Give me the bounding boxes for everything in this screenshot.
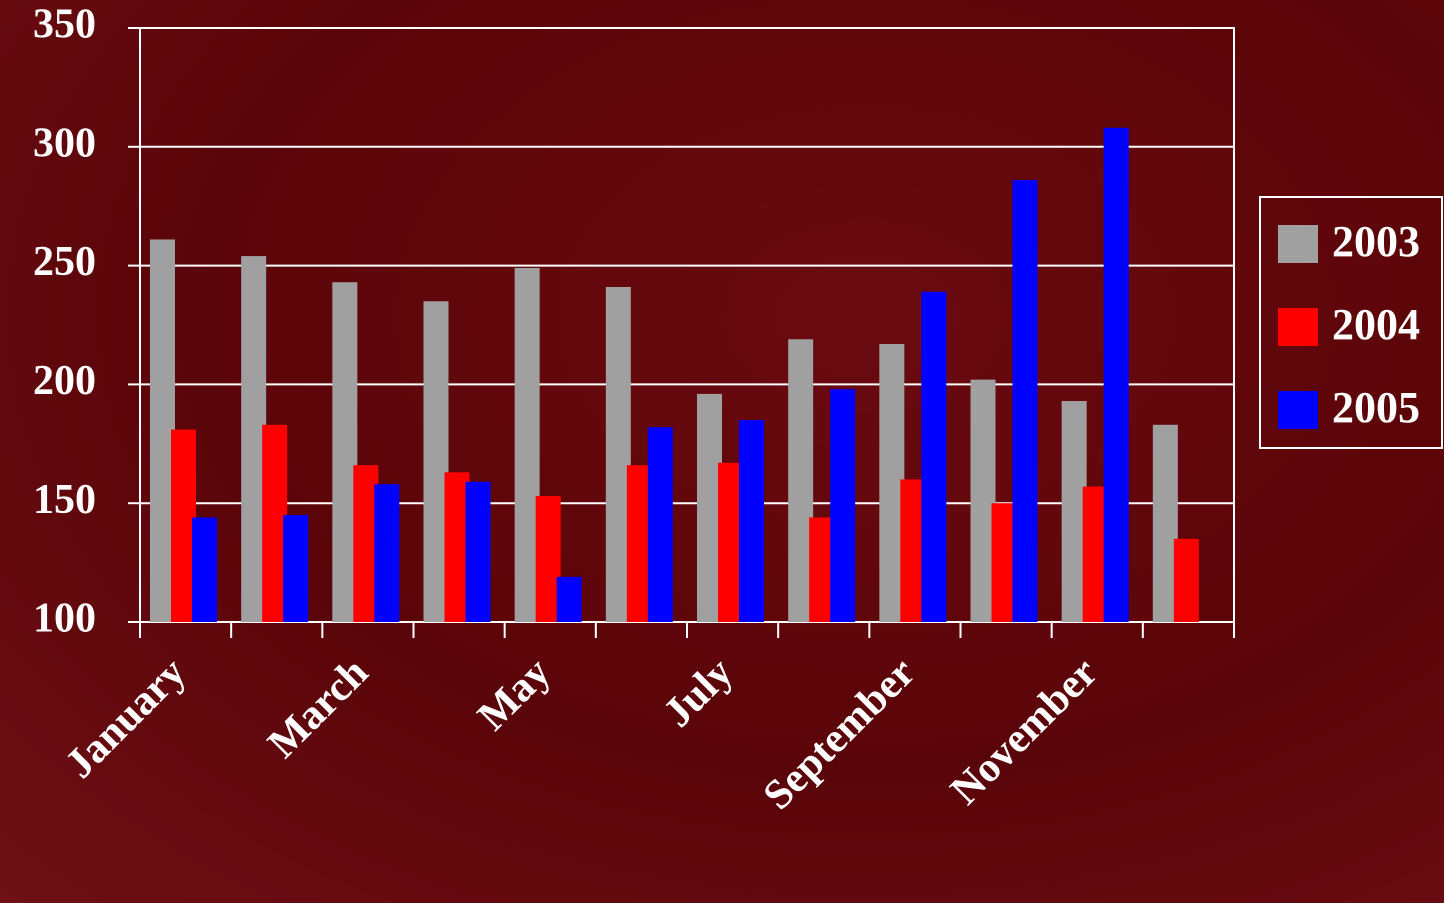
legend-label: 2003	[1332, 217, 1420, 266]
x-tick-label: November	[942, 649, 1106, 813]
x-tick-label: March	[259, 649, 377, 767]
y-tick-label: 100	[33, 596, 96, 642]
bar	[465, 481, 491, 622]
y-tick-label: 300	[33, 120, 96, 166]
y-tick-label: 350	[33, 2, 96, 48]
bar	[900, 479, 926, 622]
bar	[374, 484, 400, 622]
bar	[1103, 127, 1129, 623]
legend-box	[1259, 196, 1443, 449]
legend-swatch	[1278, 225, 1318, 263]
legend-swatch	[1278, 308, 1318, 346]
y-tick-label: 200	[33, 358, 96, 404]
bar	[332, 282, 358, 622]
bar	[1173, 538, 1199, 622]
bar	[970, 379, 996, 622]
bar	[697, 393, 722, 622]
bar	[514, 267, 540, 622]
bar	[718, 462, 743, 622]
bar	[830, 389, 856, 622]
bar	[262, 424, 288, 622]
y-tick-label: 250	[33, 239, 96, 285]
bar	[1082, 486, 1108, 622]
bar	[283, 515, 309, 622]
legend-label: 2005	[1332, 383, 1420, 432]
bar	[921, 291, 947, 622]
bar	[1012, 180, 1038, 622]
bar	[423, 301, 449, 622]
bar	[788, 339, 814, 622]
legend-swatch	[1278, 391, 1318, 429]
x-tick-label: July	[655, 649, 742, 736]
bar	[626, 465, 652, 622]
bar	[809, 517, 835, 622]
x-tick-label: January	[57, 649, 195, 787]
x-tick-label: September	[755, 649, 924, 818]
bar	[241, 256, 267, 622]
bar	[605, 286, 631, 622]
bar	[879, 344, 905, 622]
bar	[991, 503, 1017, 622]
bar	[739, 420, 764, 622]
legend-label: 2004	[1332, 300, 1420, 349]
y-tick-label: 150	[33, 477, 96, 523]
bar	[1061, 401, 1087, 622]
bar	[647, 427, 673, 622]
bar	[192, 517, 217, 622]
bar	[556, 576, 582, 622]
bar	[535, 496, 561, 622]
x-tick-label: May	[469, 649, 559, 739]
bar	[444, 472, 470, 622]
bar	[1152, 424, 1178, 622]
bar	[150, 239, 175, 623]
bar	[171, 429, 196, 622]
bar	[353, 465, 379, 622]
